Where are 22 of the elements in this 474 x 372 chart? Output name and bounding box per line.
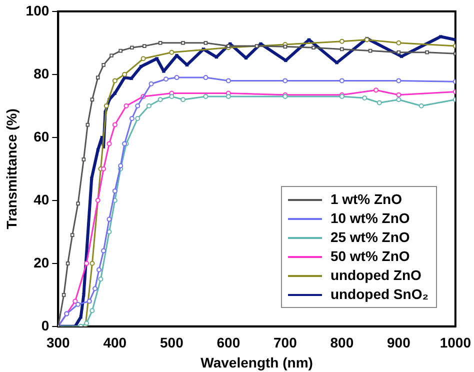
x-tick-label: 1000 (440, 334, 472, 351)
legend-label: undoped SnO₂ (330, 285, 428, 304)
legend-label: undoped ZnO (330, 266, 422, 286)
y-tick-label: 80 (34, 65, 50, 82)
legend-label: 50 wt% ZnO (330, 247, 410, 266)
x-tick-label: 800 (330, 334, 354, 351)
legend-label: 1 wt% ZnO (330, 190, 402, 210)
x-tick-label: 400 (103, 334, 127, 351)
legend-label: 25 wt% ZnO (330, 228, 410, 248)
x-tick-label: 900 (386, 334, 411, 351)
x-tick-label: 500 (160, 334, 184, 351)
legend-label: 10 wt% ZnO (330, 209, 410, 228)
x-tick-label: 600 (216, 334, 240, 351)
y-axis-title: Transmittance (%) (3, 108, 20, 230)
x-tick-label: 300 (46, 334, 70, 351)
y-tick-label: 100 (26, 2, 50, 18)
y-tick-label: 40 (34, 191, 50, 208)
x-axis-title: Wavelength (nm) (200, 354, 313, 370)
y-tick-label: 0 (41, 317, 50, 334)
y-tick-label: 60 (34, 128, 50, 144)
x-tick-label: 700 (273, 334, 298, 351)
y-tick-label: 20 (34, 254, 50, 270)
